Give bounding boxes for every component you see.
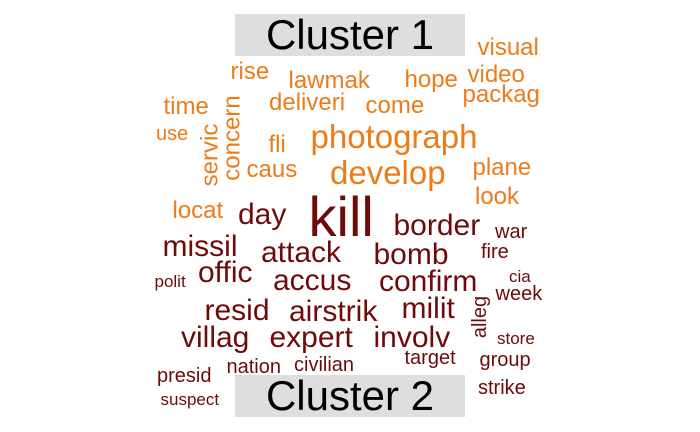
word-develop: develop: [330, 153, 446, 191]
cluster-1-label: Cluster 1: [235, 14, 465, 56]
cluster-2-label: Cluster 2: [235, 375, 465, 417]
word-store: store: [497, 328, 535, 348]
word-come: come: [365, 92, 425, 119]
word-alleg: alleg: [469, 295, 492, 339]
word-concern: concern: [218, 95, 246, 181]
word-border: border: [393, 209, 481, 242]
word-villag: villag: [181, 321, 250, 354]
word-packag: packag: [462, 81, 540, 108]
word-missil: missil: [162, 230, 238, 263]
word-locat: locat: [172, 197, 224, 224]
word-target: target: [404, 347, 456, 369]
word-presid: presid: [157, 365, 212, 387]
word-accus: accus: [273, 264, 352, 297]
word-time: time: [163, 93, 209, 120]
word-week: week: [495, 283, 543, 305]
word-resid: resid: [204, 294, 270, 327]
word-use: use: [156, 123, 189, 145]
word-expert: expert: [269, 321, 353, 354]
word-look: look: [475, 183, 520, 210]
word-nation: nation: [226, 356, 282, 378]
word-civilian: civilian: [294, 354, 355, 376]
word-lawmak: lawmak: [288, 67, 370, 94]
word-group: group: [479, 349, 531, 371]
word-photograph: photograph: [310, 117, 478, 155]
word-suspect: suspect: [160, 389, 220, 409]
word-kill: kill: [308, 185, 374, 248]
word-airstrik: airstrik: [289, 295, 378, 328]
word-caus: caus: [246, 156, 298, 183]
word-offic: offic: [198, 256, 253, 289]
word-day: day: [238, 198, 287, 231]
word-war: war: [495, 221, 528, 243]
word-fire: fire: [481, 241, 509, 263]
word-fli: fli: [268, 131, 286, 158]
word-video: video: [467, 61, 525, 88]
word-attack: attack: [261, 236, 342, 269]
word-plane: plane: [472, 154, 532, 181]
word-bomb: bomb: [373, 238, 449, 271]
word-confirm: confirm: [379, 265, 478, 298]
word-rise: rise: [230, 58, 270, 85]
word-deliveri: deliveri: [269, 89, 346, 116]
word-milit: milit: [401, 292, 455, 325]
word-involv: involv: [373, 321, 451, 354]
word-hope: hope: [404, 66, 458, 93]
word-visual: visual: [477, 34, 539, 61]
word-cia: cia: [509, 266, 531, 286]
word-strike: strike: [478, 377, 526, 399]
word-polit: polit: [154, 271, 186, 291]
